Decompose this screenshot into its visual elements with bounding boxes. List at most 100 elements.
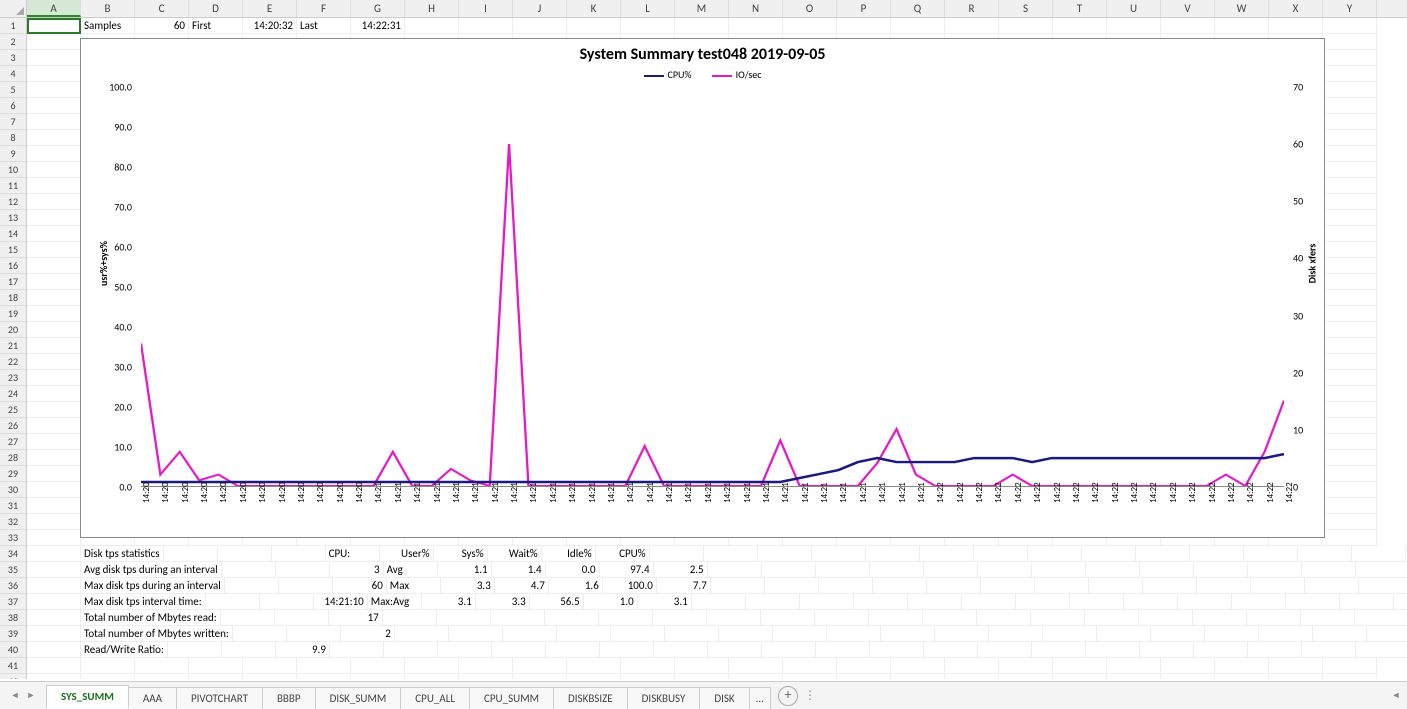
cell[interactable] [1043,626,1097,642]
cell[interactable] [1323,306,1377,322]
tab-nav-first-icon[interactable]: ◄ [8,689,22,703]
row-header-2[interactable]: 2 [0,34,26,50]
cell[interactable] [1323,434,1377,450]
cell[interactable] [1161,658,1215,674]
cell[interactable] [279,578,333,594]
cell[interactable] [1139,610,1193,626]
cell[interactable] [27,546,81,562]
col-header-W[interactable]: W [1215,0,1269,17]
cell[interactable]: Wait% [488,546,542,562]
cell[interactable] [854,594,908,610]
col-header-R[interactable]: R [945,0,999,17]
cell[interactable] [1323,178,1377,194]
cell[interactable]: 1.0 [584,594,638,610]
cell[interactable] [762,642,816,658]
col-header-M[interactable]: M [675,0,729,17]
cell[interactable] [1298,546,1352,562]
cell[interactable] [621,674,675,679]
cell[interactable] [1194,642,1248,658]
row-header-33[interactable]: 33 [0,530,26,546]
cell[interactable] [1085,610,1139,626]
cell[interactable]: Avg [384,562,438,578]
cell[interactable] [1035,578,1089,594]
cell[interactable] [1323,50,1377,66]
cell[interactable]: CPU: [326,546,380,562]
cell[interactable] [920,546,974,562]
cell[interactable] [384,642,438,658]
cell[interactable] [27,402,81,418]
cell[interactable] [866,546,920,562]
cell[interactable] [27,210,81,226]
cell[interactable] [1197,578,1251,594]
cell[interactable] [1259,626,1313,642]
cell[interactable] [27,98,81,114]
cell[interactable] [600,642,654,658]
cell[interactable] [27,274,81,290]
cell[interactable] [816,642,870,658]
cell[interactable]: 14:22:31 [351,18,405,34]
cell[interactable] [492,642,546,658]
cell[interactable] [1323,114,1377,130]
cell[interactable] [1305,578,1359,594]
cell[interactable]: Samples [81,18,135,34]
cell[interactable] [1323,402,1377,418]
row-header-38[interactable]: 38 [0,610,26,626]
cell[interactable] [449,626,503,642]
cell[interactable] [653,610,707,626]
cell[interactable] [1340,594,1394,610]
cell[interactable] [1178,594,1232,610]
cell[interactable] [260,594,314,610]
cell[interactable] [675,658,729,674]
cell[interactable] [765,578,819,594]
cell[interactable] [812,546,866,562]
cell[interactable] [1161,18,1215,34]
cell[interactable] [225,578,279,594]
row-header-42[interactable]: 42 [0,674,26,679]
cell[interactable] [1151,626,1205,642]
cell[interactable] [1248,642,1302,658]
cell[interactable]: Max [387,578,441,594]
cell[interactable] [27,418,81,434]
cell[interactable] [1190,546,1244,562]
col-header-O[interactable]: O [783,0,837,17]
cell[interactable] [1031,610,1085,626]
cell[interactable] [513,658,567,674]
cell[interactable]: 2.5 [654,562,708,578]
cell[interactable] [711,578,765,594]
col-header-F[interactable]: F [297,0,351,17]
cell[interactable] [1323,226,1377,242]
cell[interactable] [815,610,869,626]
cell[interactable]: User% [380,546,434,562]
col-header-L[interactable]: L [621,0,675,17]
cell[interactable] [870,562,924,578]
cell[interactable] [405,18,459,34]
cell[interactable]: 2 [341,626,395,642]
cell[interactable] [1323,322,1377,338]
cell[interactable] [1089,578,1143,594]
cell[interactable] [1140,562,1194,578]
cell[interactable] [27,674,81,679]
cell[interactable] [297,674,351,679]
cell[interactable] [873,578,927,594]
cell[interactable]: Last [297,18,351,34]
cell[interactable] [27,50,81,66]
row-header-11[interactable]: 11 [0,178,26,194]
row-header-41[interactable]: 41 [0,658,26,674]
sheet-tab[interactable]: AAA [128,687,177,709]
cell[interactable] [1124,594,1178,610]
cell[interactable] [827,626,881,642]
cell[interactable] [1323,146,1377,162]
tab-nav-next-icon[interactable]: ► [24,689,38,703]
cell[interactable] [1301,610,1355,626]
cell[interactable] [513,674,567,679]
col-header-G[interactable]: G [351,0,405,17]
cell[interactable]: 9.9 [276,642,330,658]
cell[interactable] [164,546,218,562]
cell[interactable] [977,610,1031,626]
cell[interactable] [27,258,81,274]
cell[interactable]: 1.4 [492,562,546,578]
cell[interactable] [1394,594,1407,610]
sheet-tab[interactable]: SYS_SUMM [46,685,129,709]
cell[interactable] [978,562,1032,578]
col-header-U[interactable]: U [1107,0,1161,17]
